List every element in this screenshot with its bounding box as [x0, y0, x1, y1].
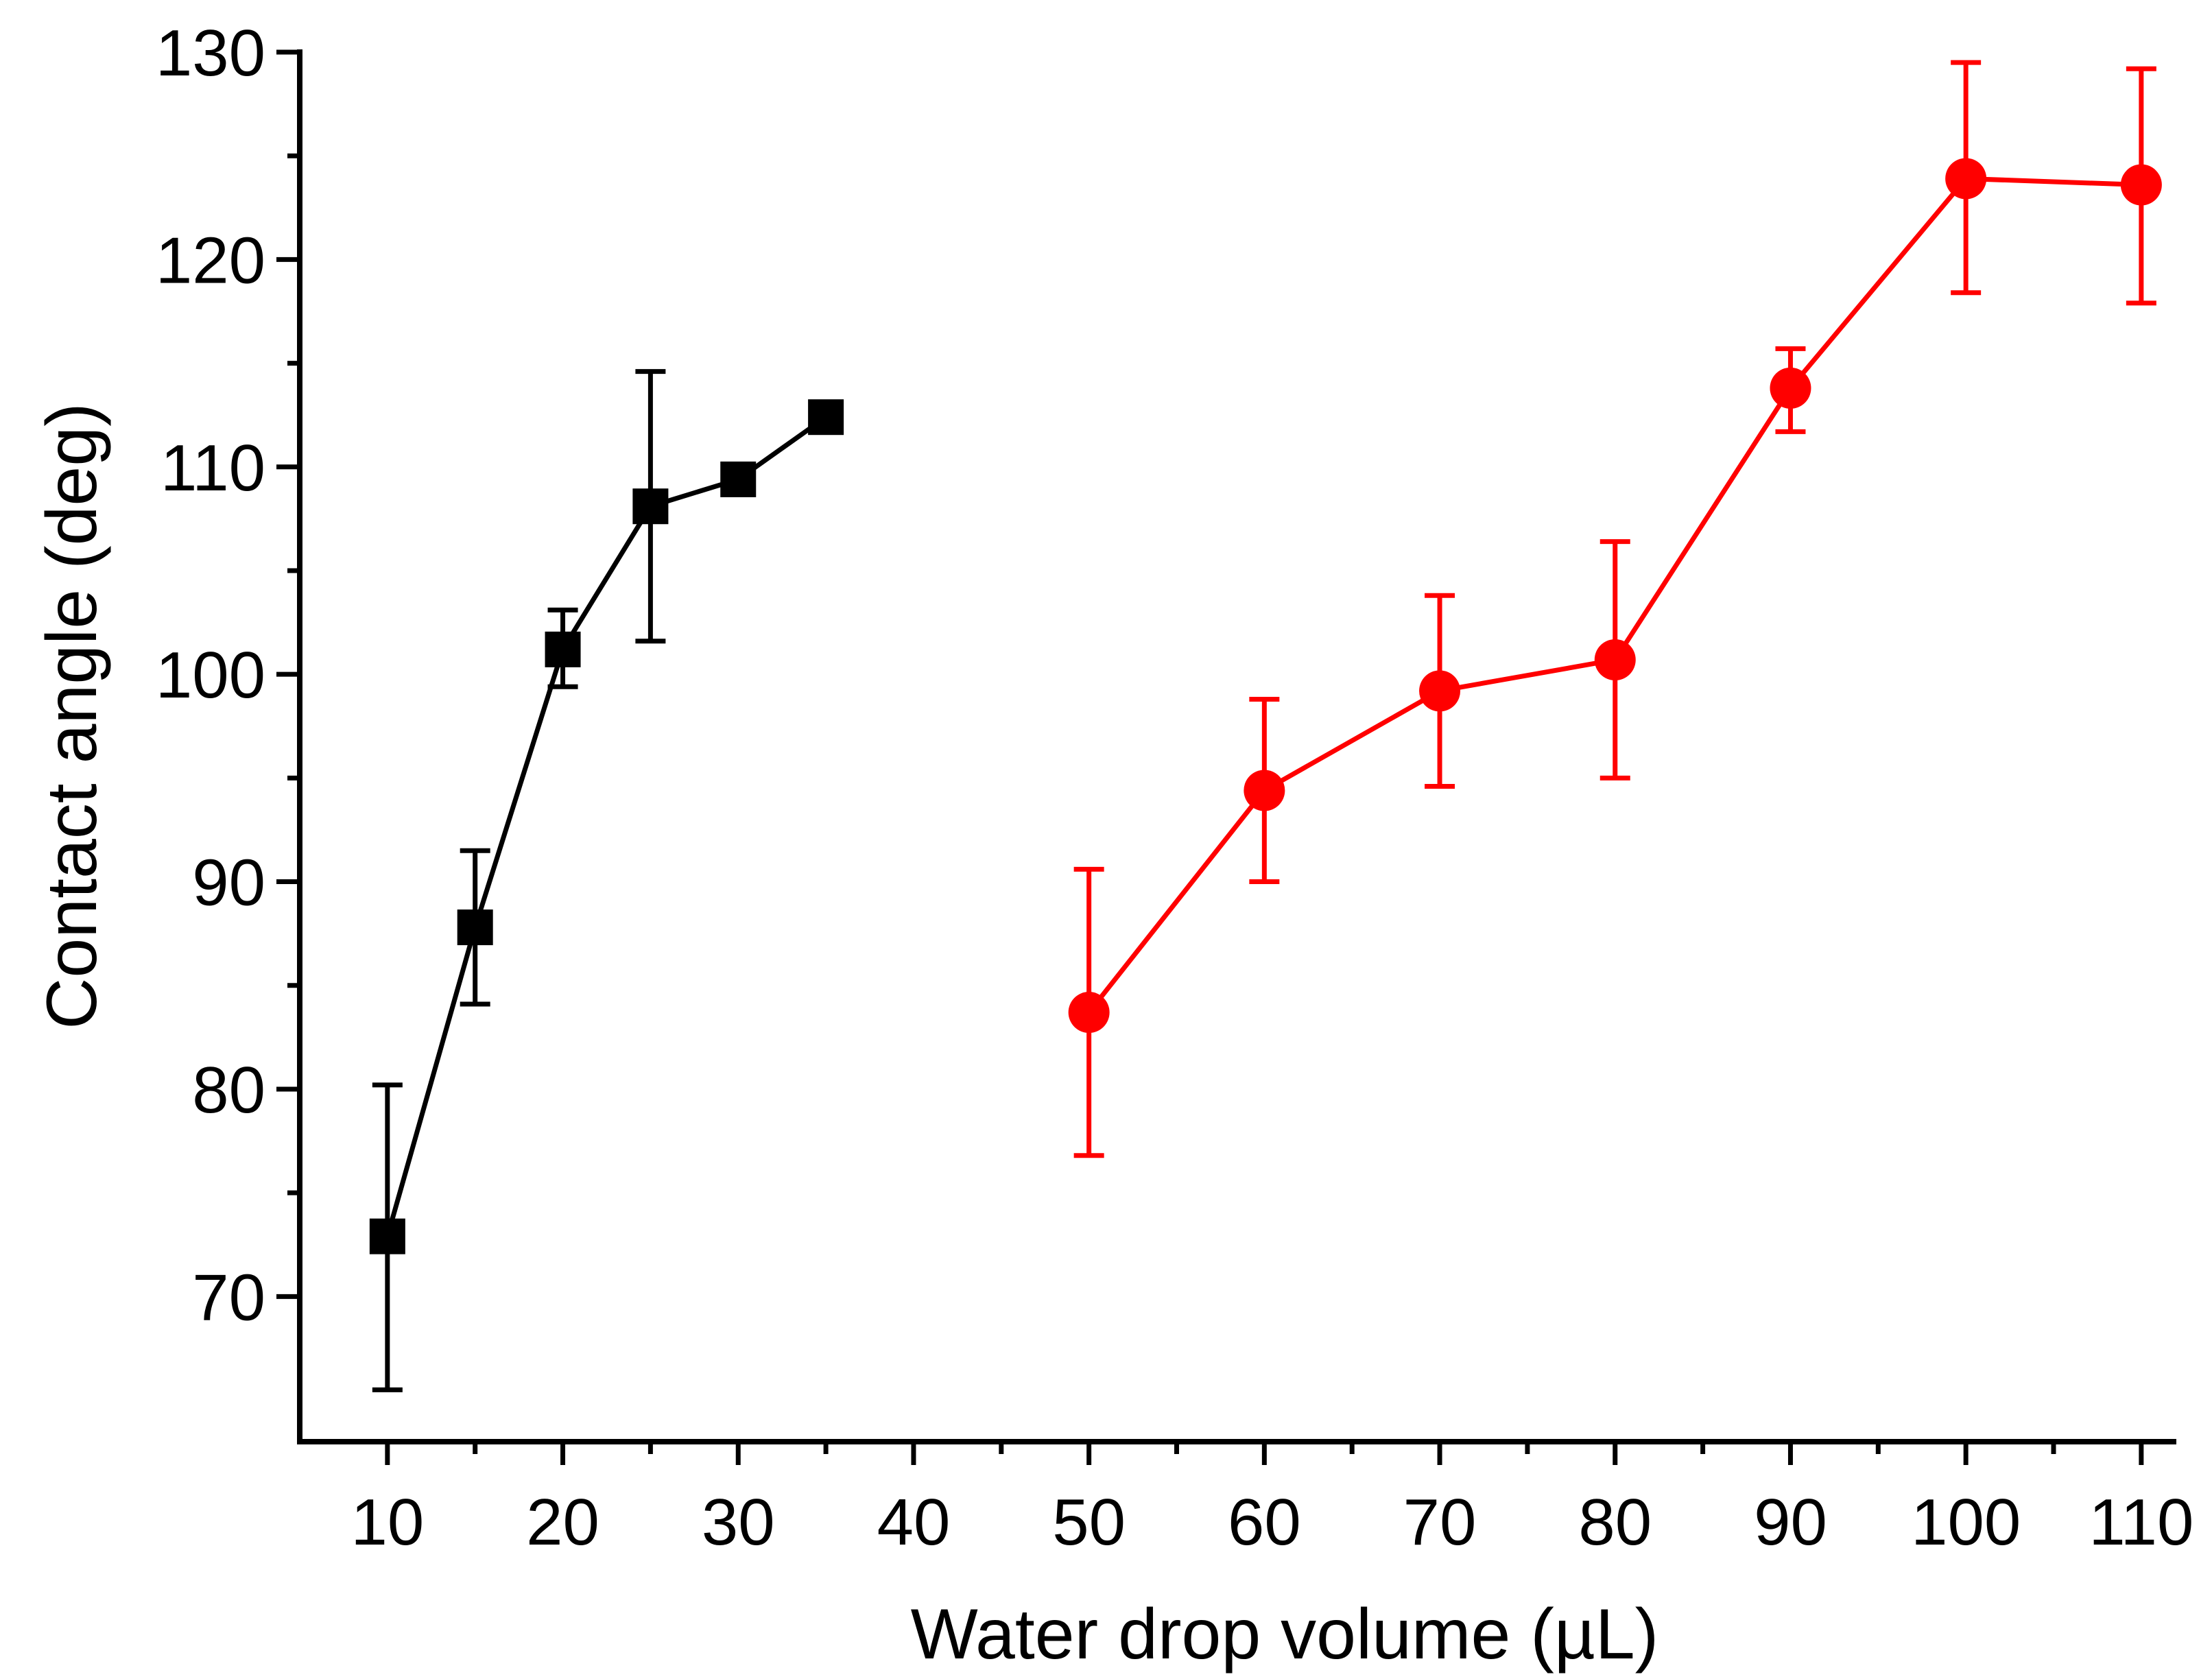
- x-tick-label: 80: [1578, 1486, 1652, 1559]
- y-tick-label: 100: [156, 639, 265, 712]
- data-point: [2120, 164, 2162, 206]
- x-tick-label: 10: [350, 1486, 424, 1559]
- axes: [297, 49, 2176, 1444]
- data-point: [369, 1218, 405, 1254]
- data-point: [1419, 670, 1461, 712]
- x-tick-label: 90: [1754, 1486, 1827, 1559]
- data-point: [1594, 639, 1636, 680]
- x-tick-label: 20: [526, 1486, 599, 1559]
- x-tick-label: 50: [1052, 1486, 1126, 1559]
- data-point: [1068, 992, 1110, 1034]
- x-tick-label: 110: [2089, 1486, 2193, 1559]
- series-line: [385, 415, 828, 1237]
- y-tick-label: 130: [156, 16, 265, 90]
- x-tick-label: 100: [1911, 1486, 2021, 1559]
- data-series: [369, 60, 2162, 1392]
- y-axis-label: Contact angle (deg): [32, 403, 112, 1029]
- x-tick-label: 70: [1403, 1486, 1477, 1559]
- data-point: [545, 631, 581, 667]
- y-tick-label: 90: [192, 846, 265, 920]
- axis-ticks: 70 80 90 100 110 120 130 10 20 30 40 50 60 70 80 90 100 1…: [156, 16, 2194, 1559]
- data-point: [808, 399, 844, 436]
- x-tick-label: 30: [702, 1486, 775, 1559]
- series-black-squares: [369, 369, 844, 1392]
- data-point: [457, 909, 493, 946]
- data-point: [720, 461, 757, 497]
- data-point: [1244, 770, 1285, 811]
- series-red-circles: [1068, 60, 2162, 1158]
- y-tick-label: 110: [160, 431, 265, 505]
- y-tick-label: 80: [192, 1053, 265, 1127]
- data-point: [1945, 158, 1987, 200]
- data-point: [1770, 367, 1811, 409]
- data-point: [632, 488, 669, 525]
- y-tick-label: 70: [192, 1261, 265, 1334]
- y-tick-label: 120: [156, 224, 265, 297]
- x-axis-label: Water drop volume (µL): [911, 1595, 1659, 1674]
- x-tick-label: 60: [1228, 1486, 1301, 1559]
- x-tick-label: 40: [877, 1486, 951, 1559]
